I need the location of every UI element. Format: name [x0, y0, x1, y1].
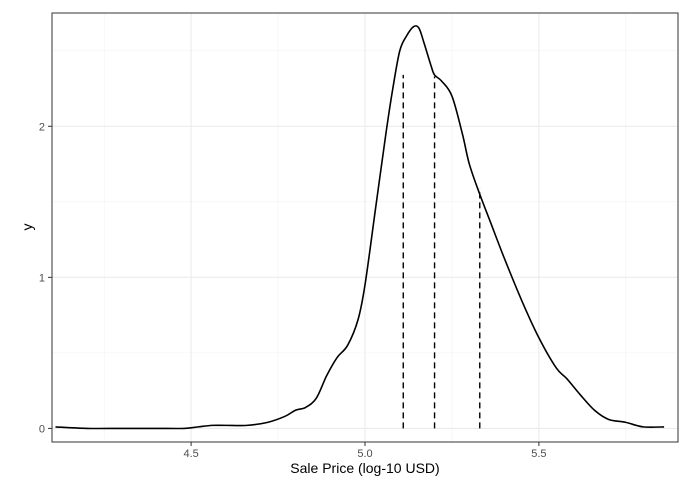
density-curve	[55, 24, 665, 430]
x-tick-label: 5.5	[531, 448, 546, 460]
x-tick-label: 4.5	[183, 448, 198, 460]
y-axis-ticks: 0 1 2	[39, 121, 52, 435]
x-axis-ticks: 4.5 5.0 5.5	[183, 442, 547, 460]
y-tick-label: 0	[39, 423, 45, 435]
x-tick-label: 5.0	[357, 448, 372, 460]
quantile-reference-lines	[402, 74, 481, 429]
x-axis-title: Sale Price (log-10 USD)	[290, 460, 439, 476]
y-tick-label: 1	[39, 272, 45, 284]
y-tick-label: 2	[39, 121, 45, 133]
y-axis-title: y	[19, 224, 35, 231]
